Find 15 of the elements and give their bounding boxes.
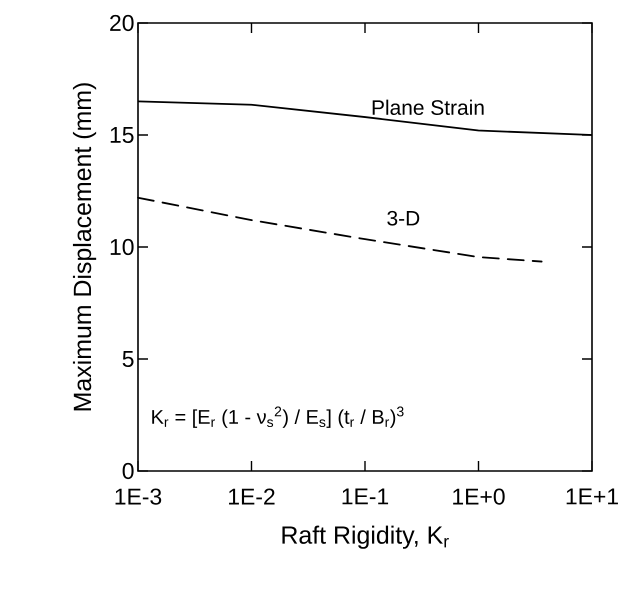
y-tick-label: 0: [122, 462, 134, 480]
x-tick-label: 1E+1: [566, 488, 618, 504]
x-tick-label: 1E-3: [116, 488, 162, 505]
x-tick-label: 1E-2: [229, 488, 275, 505]
series-label: Plane Strain: [372, 100, 484, 115]
y-tick-label: 15: [110, 127, 134, 143]
x-axis-title: Raft Rigidity, K$_{r}$: [282, 526, 449, 549]
y-tick-label: 10: [110, 238, 134, 256]
x-tick-label: 1E-1: [342, 488, 388, 504]
x-tick-label: 1E+0: [453, 488, 505, 505]
y-tick-label: 5: [122, 351, 134, 367]
y-tick-label: 20: [110, 14, 134, 32]
text: K$_{r}$ = [E$_{r}$ (1 - ν$_{s}$$^{2}$) / E$_{s}$] (t$_{r}$ / B$_{r}$)$^{3}$: [152, 406, 404, 428]
series-label: 3-D: [387, 210, 420, 226]
y-axis-title: Maximum Displacement (mm): [72, 83, 96, 410]
